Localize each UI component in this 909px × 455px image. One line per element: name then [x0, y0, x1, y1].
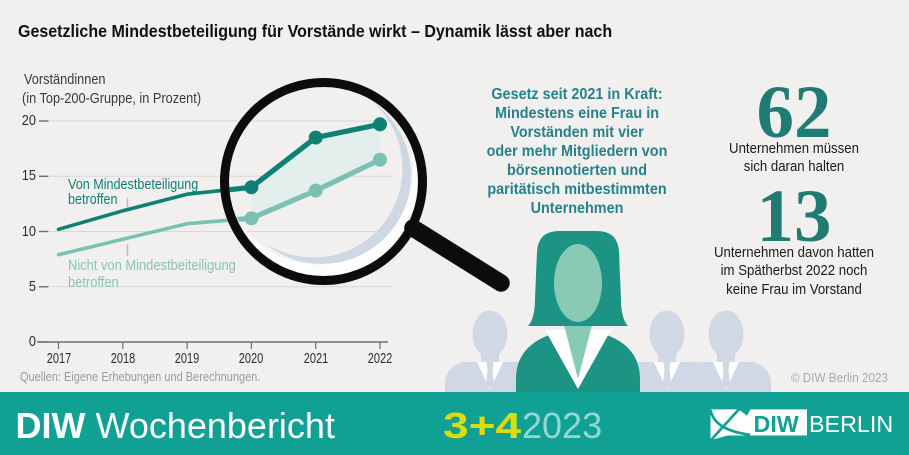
- svg-text:BERLIN: BERLIN: [809, 411, 893, 437]
- svg-text:DIW: DIW: [754, 411, 799, 437]
